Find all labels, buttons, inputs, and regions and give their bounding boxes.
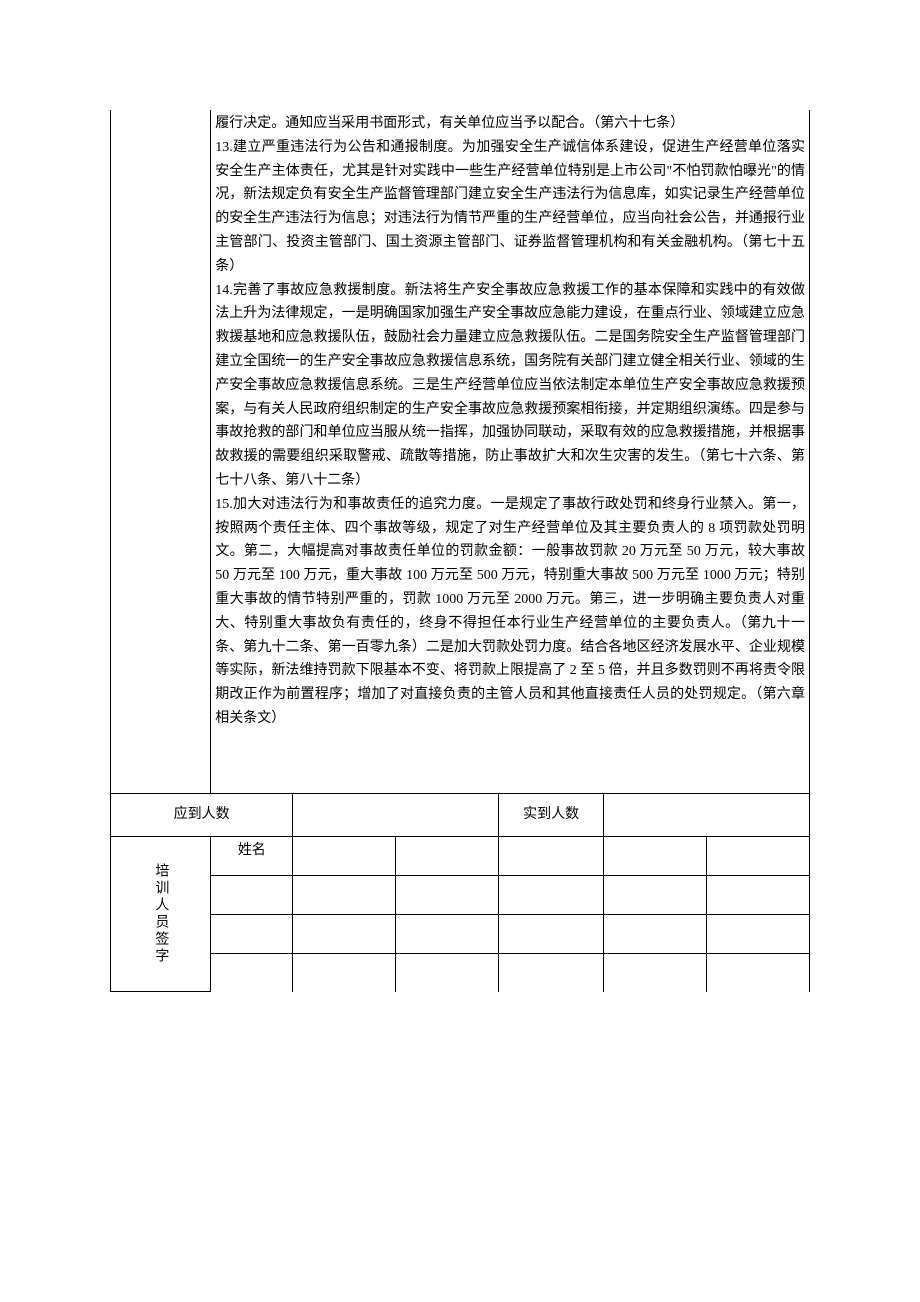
signature-cell[interactable] (706, 914, 809, 953)
paragraph-13: 13.建立严重违法行为公告和通报制度。为加强安全生产诚信体系建设，促进生产经营单… (215, 136, 805, 279)
signature-cell[interactable] (293, 953, 396, 992)
signature-name-cell[interactable] (211, 914, 293, 953)
signature-cell[interactable] (293, 875, 396, 914)
paragraph-14: 14.完善了事故应急救援制度。新法将生产安全事故应急救援工作的基本保障和实践中的… (215, 279, 805, 493)
signature-section-label-text: 培训人员签字 (151, 863, 171, 965)
signature-row (111, 914, 810, 953)
signature-row (111, 875, 810, 914)
signature-name-cell[interactable] (211, 953, 293, 992)
signature-cell[interactable] (603, 953, 706, 992)
expected-label: 应到人数 (111, 793, 293, 836)
signature-cell[interactable] (396, 914, 499, 953)
attendance-row: 应到人数 实到人数 (111, 793, 810, 836)
signature-name-header: 姓名 (211, 836, 293, 875)
signature-cell[interactable] (706, 875, 809, 914)
spacer (215, 731, 805, 791)
signature-header-row: 培训人员签字 姓名 (111, 836, 810, 875)
signature-cell[interactable] (293, 914, 396, 953)
content-left-cell (111, 110, 211, 793)
signature-cell[interactable] (396, 836, 499, 875)
paragraph-15: 15.加大对违法行为和事故责任的追究力度。一是规定了事故行政处罚和终身行业禁入。… (215, 493, 805, 731)
signature-cell[interactable] (499, 836, 604, 875)
signature-cell[interactable] (499, 914, 604, 953)
signature-cell[interactable] (396, 875, 499, 914)
signature-cell[interactable] (499, 875, 604, 914)
signature-row (111, 953, 810, 992)
signature-cell[interactable] (396, 953, 499, 992)
actual-value[interactable] (603, 793, 809, 836)
signature-cell[interactable] (706, 836, 809, 875)
signature-cell[interactable] (603, 914, 706, 953)
paragraph-12-tail: 履行决定。通知应当采用书面形式，有关单位应当予以配合。（第六十七条） (215, 112, 805, 136)
document-page: 履行决定。通知应当采用书面形式，有关单位应当予以配合。（第六十七条） 13.建立… (0, 0, 920, 1302)
actual-label: 实到人数 (499, 793, 604, 836)
signature-cell[interactable] (603, 875, 706, 914)
signature-cell[interactable] (706, 953, 809, 992)
signature-cell[interactable] (603, 836, 706, 875)
signature-name-cell[interactable] (211, 875, 293, 914)
signature-cell[interactable] (499, 953, 604, 992)
content-body-cell: 履行决定。通知应当采用书面形式，有关单位应当予以配合。（第六十七条） 13.建立… (211, 110, 810, 793)
content-table: 履行决定。通知应当采用书面形式，有关单位应当予以配合。（第六十七条） 13.建立… (110, 110, 810, 992)
expected-value[interactable] (293, 793, 499, 836)
signature-cell[interactable] (293, 836, 396, 875)
signature-section-label: 培训人员签字 (111, 836, 211, 992)
